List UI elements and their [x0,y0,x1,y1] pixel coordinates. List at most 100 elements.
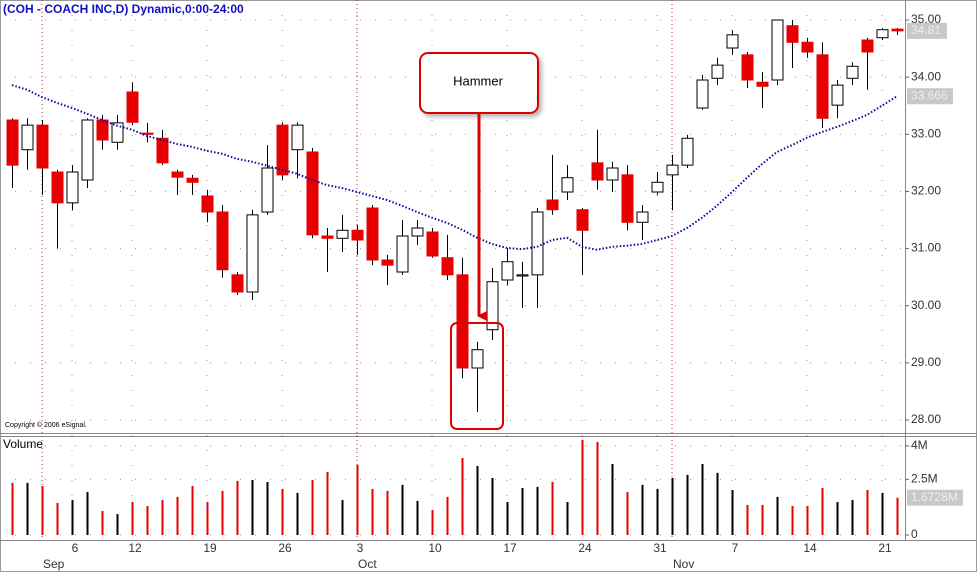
candle-body [636,211,649,223]
y-tick-label: 31.00 [911,241,941,255]
candle-body [201,195,214,213]
y-tick-label: 0 [911,527,918,541]
annotation-text: Hammer [453,73,504,88]
price-tag [907,22,947,39]
candle-body [66,171,79,204]
candle-body [711,64,724,79]
candle-body [756,81,769,87]
copyright: Copyright © 2006 eSignal. [5,421,87,429]
annotation-highlight [450,322,504,430]
candle-body [396,235,409,273]
candle-body [576,209,589,231]
marks [6,19,904,535]
candle-body [486,281,499,331]
candle-body [141,132,154,135]
x-tick-label: 21 [878,541,892,555]
candle-body [381,259,394,266]
candle-body [666,164,679,176]
y-tick-label: 35.00 [911,12,941,26]
x-tick-label: 7 [732,541,739,555]
candle-body [216,211,229,271]
candle-body [306,151,319,236]
candle-body [891,28,904,32]
candle-body [366,207,379,261]
candle-body [246,214,259,293]
y-tick-label: 32.00 [911,184,941,198]
candle-body [456,274,469,369]
candle-body [501,261,514,281]
candle-body [426,231,439,257]
candle-body [531,211,544,276]
x-tick-label: 14 [803,541,817,555]
ma-tag-label: 33.666 [911,88,948,102]
candle-body [771,19,784,81]
moving-average [11,84,898,251]
x-tick-label: 3 [357,541,364,555]
candle-body [681,137,694,166]
candle-body [171,171,184,178]
y-tick-label: 30.00 [911,298,941,312]
candle-body [621,174,634,223]
candle-body [6,119,19,166]
candle-body [606,167,619,181]
candle-body [471,349,484,369]
candle-body [801,41,814,53]
candle-body [786,25,799,43]
candle-body [231,274,244,293]
x-tick-label: 10 [428,541,442,555]
candle-body [651,181,664,193]
candle-body [441,257,454,276]
y-tick-label: 2.5M [911,471,938,485]
volume-title: Volume [3,437,43,451]
candle-body [186,177,199,183]
x-tick-label: 24 [578,541,592,555]
x-tick-label: 17 [503,541,517,555]
candle-body [726,34,739,49]
candle-body [861,39,874,53]
y-tick-label: 34.00 [911,69,941,83]
candle-body [111,122,124,143]
candle-body [126,91,139,123]
y-tick-label: 33.00 [911,126,941,140]
x-tick-label: 6 [72,541,79,555]
candle-body [546,199,559,211]
candle-body [96,119,109,141]
candle-body [561,177,574,193]
candle-body [876,29,889,39]
chart-title: (COH - COACH INC,D) Dynamic,0:00-24:00 [3,2,244,16]
month-label: Nov [673,557,694,571]
y-tick-label: 28.00 [911,412,941,426]
candle-body [51,171,64,204]
volume-tag-label: 1.6728M [911,490,958,504]
candle-body [411,227,424,237]
candle-body [261,167,274,213]
candle-body [516,274,529,277]
candle-body [696,79,709,109]
candle-body [846,65,859,79]
candle-body [591,162,604,181]
candle-body [21,124,34,151]
candle-body [816,54,829,119]
candle-body [276,124,289,176]
x-tick-label: 31 [653,541,667,555]
x-tick-label: 19 [203,541,217,555]
candle-body [351,229,364,241]
month-label: Sep [43,557,65,571]
candle-body [831,84,844,106]
candle-body [156,137,169,164]
price-tag-label: 34.81 [911,23,941,37]
candle-body [336,229,349,239]
candle-body [321,235,334,239]
y-tick-label: 29.00 [911,355,941,369]
x-tick-label: 26 [278,541,292,555]
candle-body [291,124,304,151]
x-tick-label: 12 [128,541,142,555]
candle-body [81,119,94,181]
month-label: Oct [358,557,377,571]
volume-tag [907,489,963,506]
y-tick-label: 4M [911,438,928,452]
candle-body [36,124,49,169]
ma-tag [907,88,953,105]
